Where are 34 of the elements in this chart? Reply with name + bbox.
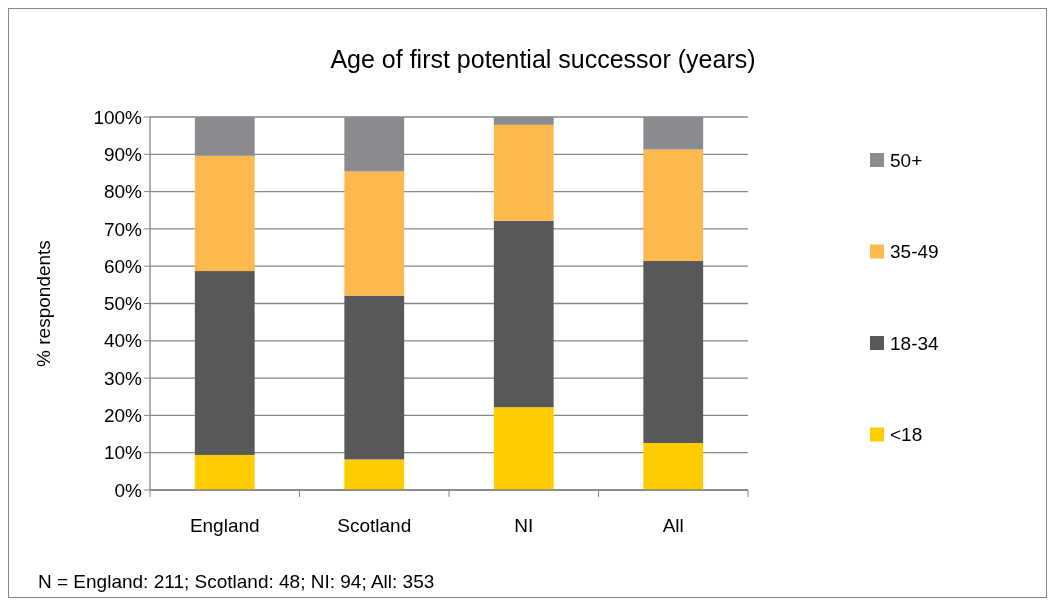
bar	[493, 124, 554, 221]
y-tick-label: 30%	[103, 367, 143, 389]
legend-label: 35-49	[890, 241, 939, 263]
x-tick-label: Scotland	[337, 515, 412, 536]
y-tick-label: 80%	[103, 181, 143, 203]
x-tick-label: NI	[514, 515, 534, 536]
x-tick-label: England	[189, 515, 260, 536]
legend-label: <18	[890, 424, 923, 446]
x-tick-label: All	[662, 515, 684, 536]
bar	[643, 260, 704, 443]
y-tick-label: 40%	[103, 330, 143, 352]
y-tick-label: 0%	[114, 479, 143, 501]
bar	[643, 443, 704, 490]
y-tick-label: 70%	[103, 218, 143, 240]
text: N = England: 211; Scotland: 48; NI: 94; All: 353	[38, 571, 435, 592]
bar	[643, 149, 704, 261]
y-tick-label: 50%	[103, 293, 143, 315]
y-tick-label: 10%	[103, 442, 143, 464]
y-tick-label: 90%	[103, 143, 143, 165]
bar	[344, 171, 405, 296]
bar	[194, 454, 255, 490]
legend-label: 50+	[890, 149, 923, 171]
bar	[344, 295, 405, 460]
bar	[194, 155, 255, 272]
bar	[194, 271, 255, 455]
bar	[344, 459, 405, 490]
y-tick-label: 100%	[93, 106, 143, 128]
bar	[493, 407, 554, 490]
y-tick-label: 60%	[103, 255, 143, 277]
chart-title: Age of first potential successor (years)	[330, 45, 756, 73]
y-axis-title: % respondents	[33, 240, 54, 367]
bar	[493, 220, 554, 408]
y-tick-label: 20%	[103, 405, 143, 427]
legend-label: 18-34	[890, 332, 940, 354]
